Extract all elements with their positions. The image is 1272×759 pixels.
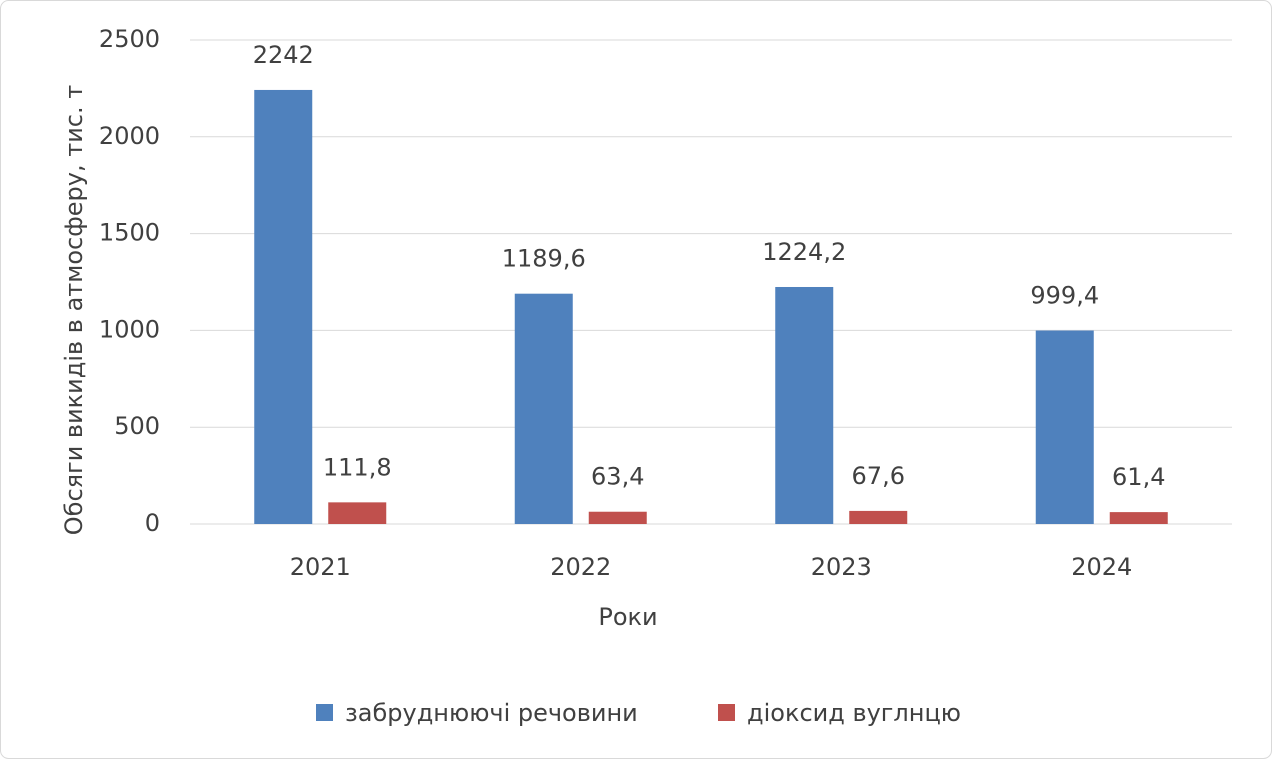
x-axis-title: Роки [598,603,657,631]
bar [775,286,834,524]
x-tick-label: 2023 [811,553,872,581]
value-label: 61,4 [1112,463,1165,491]
value-label: 1224,2 [762,238,846,266]
y-tick-label: 500 [114,412,160,440]
x-tick-label: 2022 [550,553,611,581]
legend-label: забруднюючі речовини [345,699,638,727]
bar [849,510,908,524]
value-label: 999,4 [1030,282,1099,310]
bar [1109,512,1168,524]
y-axis-title: Обсяги викидів в атмосферу, тис. т [60,85,88,535]
x-tick-label: 2024 [1071,553,1132,581]
legend-swatch [718,704,735,721]
y-tick-label: 2500 [99,25,160,53]
bar [514,293,573,524]
value-label: 111,8 [323,453,392,481]
bar [254,89,313,525]
y-tick-label: 2000 [99,122,160,150]
value-label: 1189,6 [502,245,586,273]
bar [328,502,387,524]
bar [1035,330,1094,524]
value-label: 67,6 [852,462,905,490]
bar [588,511,647,524]
y-tick-label: 1000 [99,315,160,343]
y-tick-label: 0 [145,509,160,537]
value-label: 63,4 [591,463,644,491]
legend-label: діоксид вуглнцю [747,699,961,727]
y-tick-label: 1500 [99,219,160,247]
value-label: 2242 [253,41,314,69]
legend-swatch [316,704,333,721]
x-tick-label: 2021 [290,553,351,581]
